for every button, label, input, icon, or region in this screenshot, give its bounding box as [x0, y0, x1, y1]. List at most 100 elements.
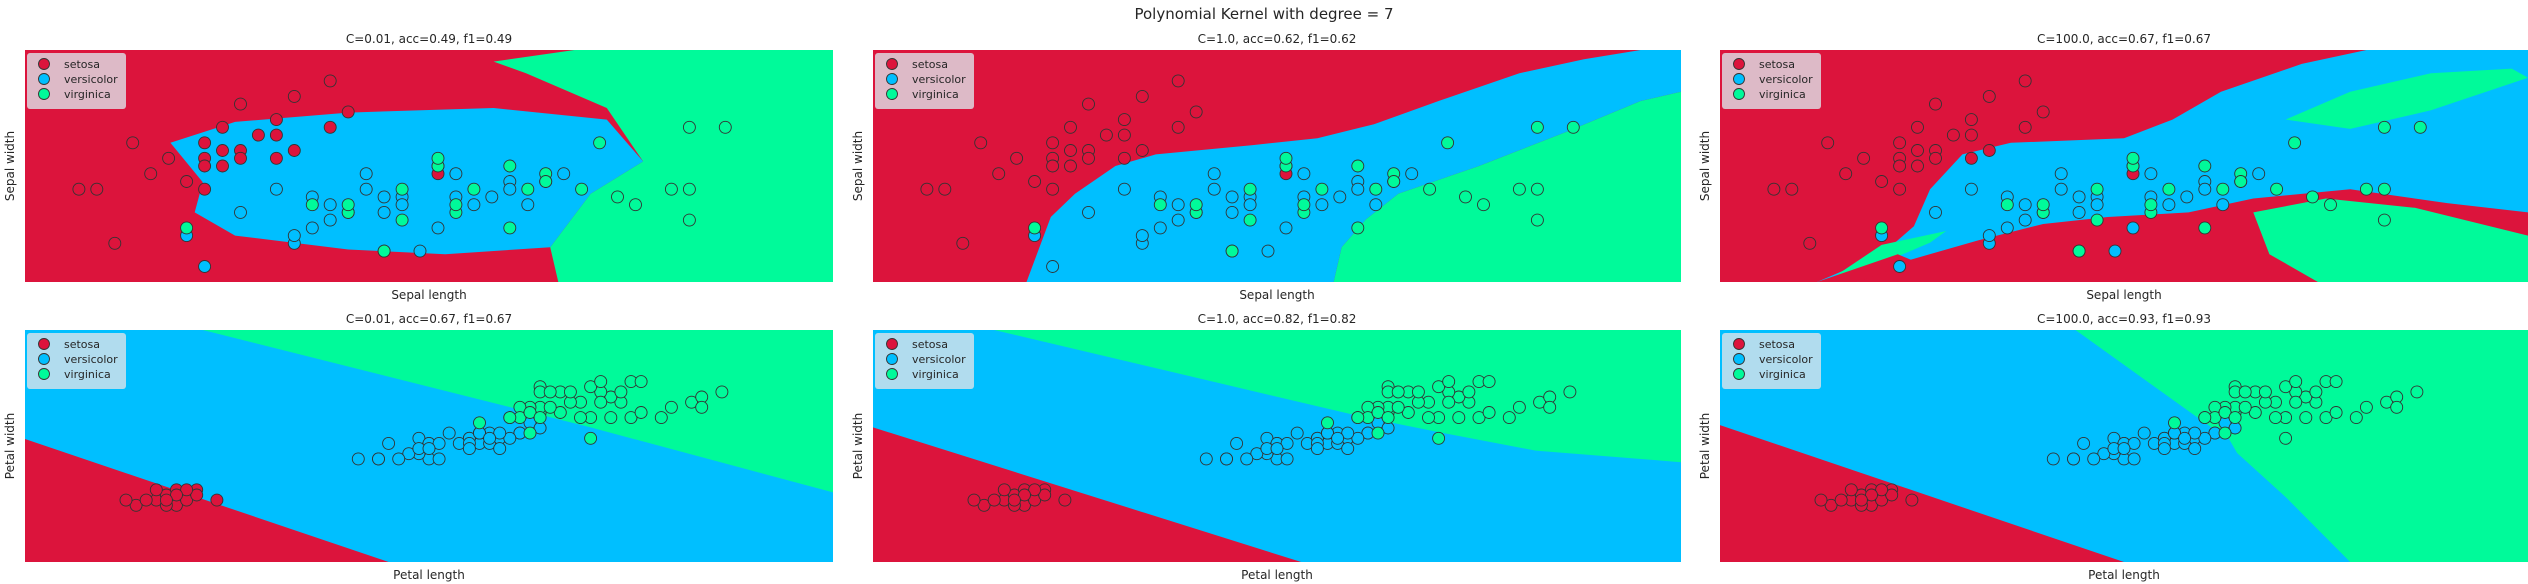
y-axis-label: Petal width: [851, 413, 865, 479]
legend-label-versicolor: versicolor: [64, 353, 118, 366]
point-setosa: [139, 493, 153, 507]
legend-frame: [875, 53, 974, 109]
legend-label-setosa: setosa: [64, 338, 100, 351]
point-virginica: [563, 385, 577, 399]
point-setosa: [1854, 493, 1868, 507]
point-virginica: [1279, 151, 1293, 165]
point-versicolor: [521, 198, 535, 212]
point-virginica: [2162, 182, 2176, 196]
decision-region-3: [873, 427, 1302, 562]
legend-marker-virginica: [1733, 368, 1745, 380]
point-versicolor: [2127, 436, 2141, 450]
point-virginica: [2218, 406, 2232, 419]
point-setosa: [1946, 128, 1960, 142]
point-setosa: [1082, 97, 1095, 111]
point-versicolor: [1225, 190, 1239, 204]
point-setosa: [216, 120, 229, 134]
point-virginica: [2218, 426, 2232, 440]
point-virginica: [2288, 136, 2302, 150]
point-setosa: [190, 488, 204, 502]
legend: setosa versicolor virginica: [875, 333, 974, 389]
point-versicolor: [1310, 442, 1324, 456]
point-setosa: [1893, 182, 1907, 196]
point-setosa: [1046, 136, 1060, 150]
point-virginica: [611, 190, 624, 204]
point-setosa: [269, 128, 283, 142]
point-virginica: [1472, 411, 1486, 425]
point-virginica: [1401, 406, 1415, 419]
point-versicolor: [359, 182, 373, 196]
x-axis-label: Sepal length: [391, 288, 466, 302]
point-virginica: [503, 221, 517, 235]
legend-marker-versicolor: [1733, 353, 1745, 365]
point-versicolor: [2180, 190, 2194, 204]
point-virginica: [1563, 385, 1577, 399]
point-virginica: [2279, 380, 2293, 394]
point-virginica: [604, 411, 618, 425]
point-setosa: [1982, 144, 1996, 157]
point-virginica: [2248, 406, 2262, 419]
point-virginica: [1189, 198, 1203, 212]
point-versicolor: [2090, 198, 2104, 212]
decision-region-2: [493, 50, 833, 282]
point-setosa: [170, 488, 183, 502]
point-virginica: [2216, 182, 2230, 196]
point-virginica: [584, 431, 598, 445]
point-versicolor: [1135, 229, 1149, 243]
point-virginica: [2410, 385, 2424, 399]
point-setosa: [1064, 144, 1077, 157]
point-virginica: [1482, 406, 1496, 419]
point-virginica: [664, 400, 678, 414]
point-virginica: [2299, 390, 2313, 404]
point-virginica: [2279, 431, 2293, 445]
point-virginica: [2168, 416, 2181, 430]
point-versicolor: [323, 213, 337, 227]
point-versicolor: [2000, 221, 2014, 235]
legend-label-virginica: virginica: [912, 88, 959, 101]
legend: setosa versicolor virginica: [27, 333, 126, 389]
point-versicolor: [1315, 198, 1329, 212]
point-versicolor: [2137, 426, 2151, 440]
point-setosa: [1064, 159, 1077, 173]
point-versicolor: [1333, 190, 1347, 204]
legend-frame: [27, 53, 126, 109]
point-versicolor: [2087, 452, 2101, 466]
point-virginica: [593, 136, 607, 150]
point-setosa: [1929, 97, 1942, 111]
point-virginica: [715, 385, 729, 399]
subplot-title: C=100.0, acc=0.93, f1=0.93: [2037, 312, 2211, 326]
point-setosa: [920, 182, 934, 196]
subplot-title: C=1.0, acc=0.82, f1=0.82: [1198, 312, 1357, 326]
point-versicolor: [2188, 442, 2202, 456]
point-setosa: [1893, 136, 1907, 150]
point-virginica: [543, 385, 557, 399]
point-virginica: [685, 395, 699, 409]
point-virginica: [521, 182, 535, 196]
point-setosa: [1803, 236, 1817, 250]
point-virginica: [473, 416, 486, 430]
point-setosa: [1028, 175, 1042, 188]
point-virginica: [1530, 213, 1544, 227]
point-setosa: [1082, 151, 1095, 165]
legend-marker-setosa: [886, 338, 898, 350]
legend: setosa versicolor virginica: [875, 53, 974, 109]
point-setosa: [1038, 488, 1052, 502]
point-setosa: [1117, 151, 1131, 165]
point-setosa: [1189, 105, 1203, 119]
point-virginica: [718, 120, 732, 134]
point-setosa: [987, 493, 1001, 507]
decision-region-2: [1333, 91, 1681, 282]
point-setosa: [977, 498, 991, 512]
point-virginica: [1422, 411, 1435, 425]
legend-label-virginica: virginica: [1759, 368, 1806, 381]
point-virginica: [2324, 198, 2337, 212]
point-setosa: [1821, 136, 1835, 150]
point-virginica: [503, 411, 517, 425]
point-setosa: [1046, 159, 1060, 173]
decision-region-3: [1720, 425, 2124, 562]
point-setosa: [180, 175, 194, 188]
point-setosa: [1028, 483, 1042, 497]
point-setosa: [1964, 128, 1978, 142]
point-versicolor: [287, 229, 301, 243]
point-virginica: [1225, 244, 1239, 258]
